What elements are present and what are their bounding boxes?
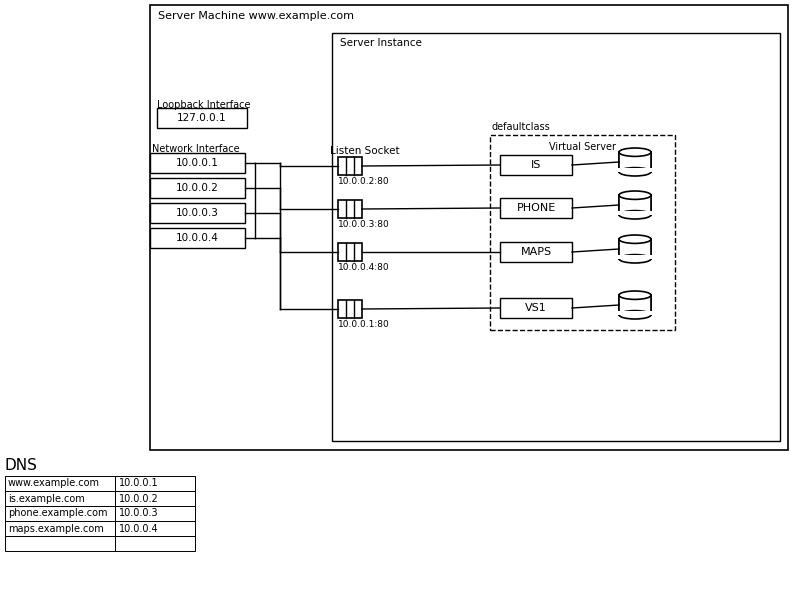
Ellipse shape	[619, 211, 651, 219]
Bar	[338, 243, 362, 261]
Text: is.example.com: is.example.com	[8, 494, 85, 504]
Text: 10.0.0.3: 10.0.0.3	[176, 208, 219, 218]
Bar	[619, 152, 651, 172]
Bar	[338, 157, 362, 175]
Bar	[115, 521, 195, 536]
Bar	[115, 536, 195, 551]
Bar	[150, 203, 245, 223]
Bar	[618, 311, 652, 315]
Ellipse shape	[619, 148, 651, 156]
Ellipse shape	[619, 311, 651, 319]
Text: DNS: DNS	[5, 458, 38, 473]
Bar	[332, 33, 780, 441]
Text: 10.0.0.2:80: 10.0.0.2:80	[338, 177, 390, 186]
Text: 10.0.0.2: 10.0.0.2	[119, 494, 158, 504]
Bar	[619, 195, 651, 215]
Bar	[500, 155, 572, 175]
Text: Server Instance: Server Instance	[340, 38, 422, 48]
Text: IS: IS	[531, 160, 541, 170]
Bar	[157, 108, 247, 128]
Bar	[619, 239, 651, 259]
Text: maps.example.com: maps.example.com	[8, 523, 104, 533]
Text: 10.0.0.1: 10.0.0.1	[176, 158, 219, 168]
Text: www.example.com: www.example.com	[8, 478, 100, 488]
Bar	[618, 168, 652, 172]
Text: 10.0.0.4: 10.0.0.4	[176, 233, 219, 243]
Bar	[338, 200, 362, 218]
Bar	[500, 242, 572, 262]
Bar	[150, 153, 245, 173]
Text: Network Interface: Network Interface	[152, 144, 240, 154]
Text: 127.0.0.1: 127.0.0.1	[177, 113, 227, 123]
Text: Server Machine www.example.com: Server Machine www.example.com	[158, 11, 354, 21]
Bar	[150, 178, 245, 198]
Text: 10.0.0.4: 10.0.0.4	[119, 523, 158, 533]
Text: 10.0.0.4:80: 10.0.0.4:80	[338, 263, 390, 272]
Ellipse shape	[619, 168, 651, 176]
Text: 10.0.0.3: 10.0.0.3	[119, 509, 158, 519]
Text: PHONE: PHONE	[516, 203, 556, 213]
Bar	[150, 5, 788, 450]
Bar	[338, 300, 362, 318]
Bar	[618, 211, 652, 215]
Bar	[5, 491, 115, 506]
Text: MAPS: MAPS	[521, 247, 551, 257]
Text: defaultclass: defaultclass	[492, 122, 550, 132]
Bar	[115, 506, 195, 521]
Text: Virtual Server: Virtual Server	[549, 142, 616, 152]
Ellipse shape	[619, 191, 651, 200]
Bar	[5, 521, 115, 536]
Ellipse shape	[619, 235, 651, 243]
Text: Listen Socket: Listen Socket	[330, 146, 400, 156]
Bar	[618, 255, 652, 259]
Bar	[619, 295, 651, 315]
Bar	[500, 198, 572, 218]
Bar	[5, 536, 115, 551]
Bar	[5, 506, 115, 521]
Bar	[490, 135, 675, 330]
Bar	[115, 491, 195, 506]
Bar	[5, 476, 115, 491]
Bar	[150, 228, 245, 248]
Text: 10.0.0.1: 10.0.0.1	[119, 478, 158, 488]
Text: 10.0.0.2: 10.0.0.2	[176, 183, 219, 193]
Text: 10.0.0.1:80: 10.0.0.1:80	[338, 320, 390, 329]
Bar	[115, 476, 195, 491]
Text: Loopback Interface: Loopback Interface	[157, 100, 250, 110]
Text: VS1: VS1	[525, 303, 547, 313]
Text: 10.0.0.3:80: 10.0.0.3:80	[338, 220, 390, 229]
Bar	[500, 298, 572, 318]
Ellipse shape	[619, 255, 651, 263]
Ellipse shape	[619, 291, 651, 300]
Text: phone.example.com: phone.example.com	[8, 509, 107, 519]
